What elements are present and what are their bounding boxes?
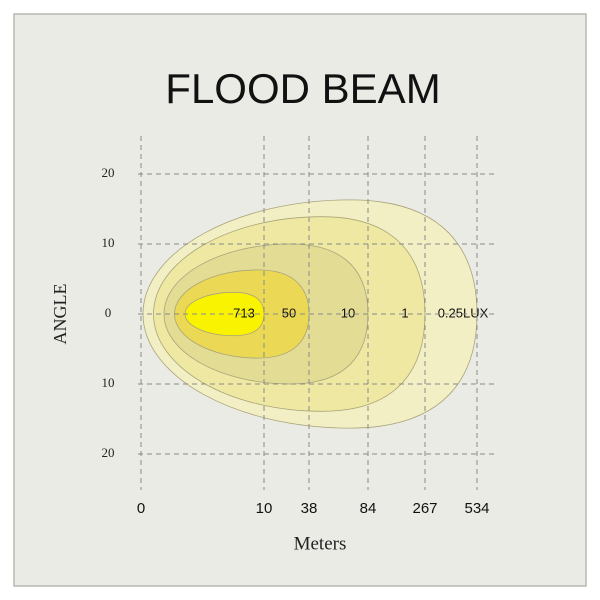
axes: 20 10 0 10 20 0 10 38 84 267 534 — [102, 136, 496, 517]
y-tick-label: 20 — [102, 165, 115, 180]
contour-label: 10 — [341, 305, 355, 320]
y-tick-label: 20 — [102, 445, 115, 460]
chart-title: FLOOD BEAM — [165, 65, 440, 112]
y-tick-label: 10 — [102, 375, 115, 390]
x-tick-label: 267 — [412, 500, 437, 517]
contour-label: 713 — [233, 305, 255, 320]
x-axis-label: Meters — [294, 533, 347, 554]
contour-label: 50 — [282, 305, 296, 320]
contour-label: 1 — [401, 305, 408, 320]
y-tick-label: 10 — [102, 235, 115, 250]
x-tick-label: 84 — [360, 500, 377, 517]
y-tick-label: 0 — [105, 305, 112, 320]
y-axis-label: ANGLE — [50, 284, 70, 345]
contour-label: 0.25LUX — [438, 305, 489, 320]
x-tick-label: 0 — [137, 500, 145, 517]
x-tick-label: 534 — [464, 500, 489, 517]
x-tick-label: 10 — [256, 500, 273, 517]
x-tick-label: 38 — [301, 500, 318, 517]
